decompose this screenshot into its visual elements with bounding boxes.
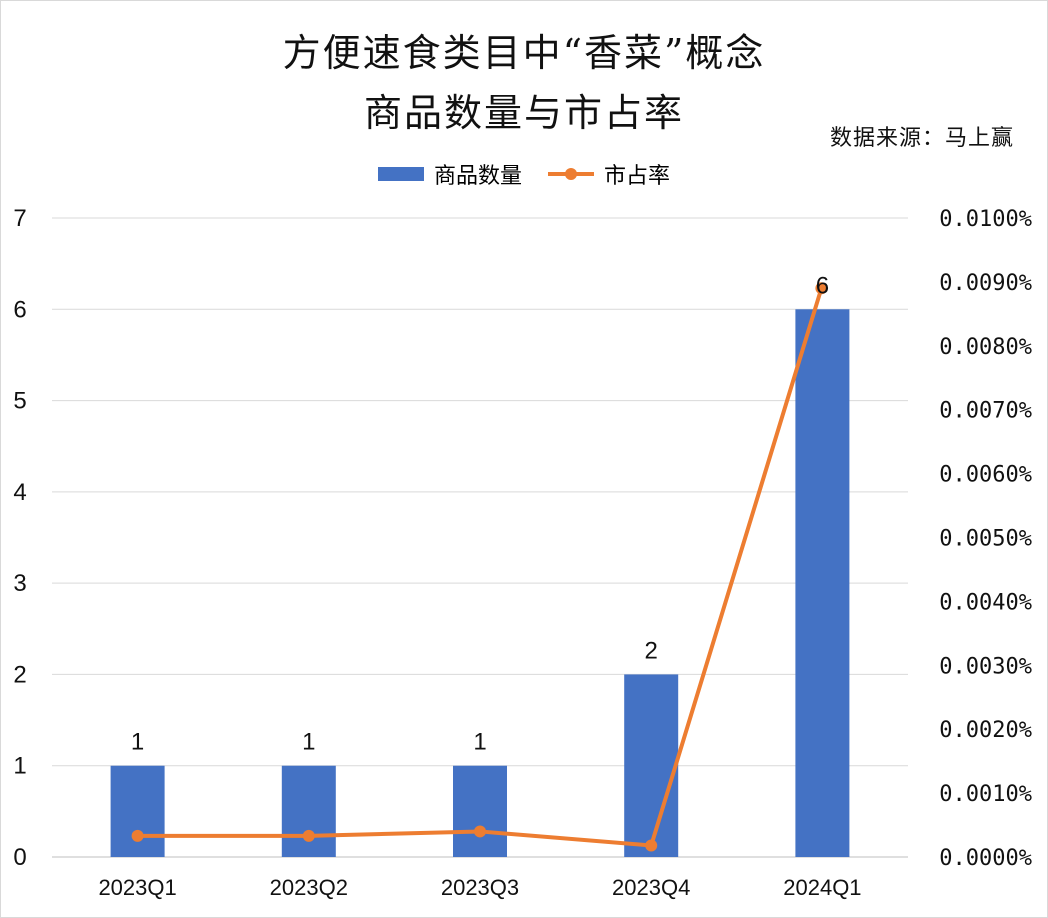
legend-item-line: 市占率 [548,158,670,190]
y2-tick-label: 0.0070% [939,399,1032,424]
x-tick-label: 2023Q3 [441,875,519,900]
line-series [137,287,824,848]
data-label: 1 [302,729,315,756]
data-label: 1 [131,729,144,756]
legend-item-bars: 商品数量 [377,158,522,190]
y-tick-label: 2 [13,661,26,688]
chart-subtitle: 商品数量与市占率 [363,91,684,135]
line-point [645,839,658,852]
y2-tick-label: 0.0020% [939,718,1032,743]
y2-tick-label: 0.0060% [939,463,1032,488]
chart-title: 方便速食类目中“香菜”概念 [282,31,766,75]
line-point [474,825,486,838]
y2-tick-label: 0.0010% [939,782,1032,807]
y-tick-label: 0 [13,844,26,871]
data-label: 6 [816,272,829,299]
line-point [302,829,315,842]
y-tick-label: 7 [13,205,26,232]
y2-tick-label: 0.0080% [939,335,1032,360]
x-tick-label: 2023Q4 [612,875,690,900]
y2-tick-label: 0.0100% [939,207,1032,232]
data-label: 1 [473,729,486,756]
legend-swatch-line [548,168,594,180]
bar [110,765,165,857]
legend-label-bars: 商品数量 [433,164,522,189]
x-tick-label: 2024Q1 [783,875,861,900]
bar [281,765,336,857]
bar [795,309,850,857]
y-tick-label: 6 [13,296,26,323]
source-note: 数据来源：马上赢 [829,126,1014,151]
y-tick-label: 1 [13,753,26,780]
bar [624,674,679,857]
legend-label-line: 市占率 [604,164,671,189]
x-tick-label: 2023Q2 [270,875,348,900]
legend-swatch-bar [377,167,424,181]
y2-tick-label: 0.0000% [939,846,1032,871]
legend: 商品数量 市占率 [0,158,1048,190]
y2-tick-label: 0.0090% [939,271,1032,296]
y-tick-label: 5 [13,388,26,415]
line-point [815,282,828,295]
y-tick-label: 4 [13,479,26,506]
y2-tick-label: 0.0030% [939,654,1032,679]
line-point [131,829,144,842]
data-label: 2 [645,637,658,664]
y2-tick-label: 0.0040% [939,590,1032,615]
y-tick-label: 3 [13,570,26,597]
bar [453,765,507,857]
x-tick-label: 2023Q1 [98,875,176,900]
y2-tick-label: 0.0050% [939,527,1032,552]
